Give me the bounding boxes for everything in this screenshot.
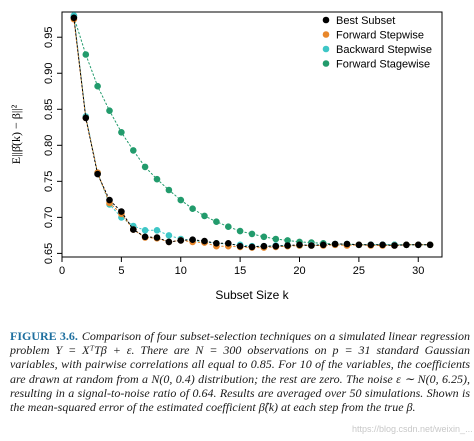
data-point (106, 196, 113, 204)
legend-marker (322, 60, 330, 67)
data-point (141, 227, 149, 234)
data-point (248, 230, 256, 238)
data-point (225, 223, 232, 230)
x-tick-label: 30 (412, 265, 424, 277)
data-point (201, 212, 208, 220)
data-point (106, 107, 113, 114)
data-point (118, 208, 125, 215)
data-point (260, 242, 268, 250)
y-tick-label: 0.90 (43, 63, 55, 84)
y-tick-label: 0.95 (43, 27, 55, 48)
legend-label: Best Subset (336, 15, 395, 27)
data-point (165, 186, 173, 194)
data-point (272, 242, 280, 250)
legend-label: Forward Stagewise (336, 59, 430, 71)
series-best-subset (70, 14, 434, 251)
data-point (118, 129, 125, 136)
data-point (248, 243, 256, 251)
data-point (189, 236, 196, 243)
data-point (82, 51, 90, 58)
data-point (213, 240, 220, 247)
data-point (201, 237, 208, 245)
data-point (153, 175, 161, 183)
data-point (296, 241, 303, 249)
data-point (308, 242, 315, 249)
x-axis-label: Subset Size k (215, 288, 289, 302)
data-point (70, 14, 78, 22)
watermark: https://blog.csdn.net/weixin_... (352, 424, 473, 434)
data-point (367, 241, 375, 249)
data-point (284, 237, 291, 244)
data-point (94, 82, 101, 90)
data-point (415, 241, 422, 249)
y-axis-label: E||β̂(k) − β||² (9, 104, 23, 164)
y-tick-label: 0.65 (43, 243, 55, 264)
data-point (236, 227, 244, 235)
figure-caption: FIGURE 3.6. Comparison of four subset-sel… (10, 329, 470, 414)
data-point (141, 233, 149, 241)
data-point (260, 233, 268, 241)
data-point (391, 242, 398, 249)
axes: 0 5 10 15 20 25 30 0.65 0.70 0.75 0.80 0.85 0.90 0.95… (9, 11, 443, 302)
y-tick-label: 0.80 (43, 135, 55, 156)
data-point (94, 170, 101, 178)
data-point (426, 241, 434, 249)
figure-label: FIGURE 3.6. (10, 329, 78, 343)
data-point (165, 232, 173, 239)
data-point (343, 240, 351, 248)
data-point (130, 226, 137, 233)
data-point (130, 147, 137, 154)
plot-frame (61, 11, 443, 258)
legend-label: Forward Stepwise (336, 30, 424, 42)
data-point (189, 205, 196, 212)
x-tick-label: 25 (353, 265, 365, 277)
data-point (153, 234, 161, 241)
data-point (355, 241, 363, 249)
y-tick-label: 0.85 (43, 99, 55, 120)
x-tick-label: 0 (59, 265, 65, 277)
data-point (165, 238, 173, 246)
legend: Best Subset Forward Stepwise Backward Step… (322, 15, 432, 71)
data-point (403, 241, 410, 249)
legend-marker (322, 45, 330, 53)
data-point (236, 242, 244, 250)
data-point (272, 235, 280, 243)
x-tick-label: 5 (118, 265, 124, 277)
legend-label: Backward Stepwise (336, 44, 432, 56)
data-point (284, 242, 291, 249)
y-tick-label: 0.70 (43, 207, 55, 228)
data-point (320, 241, 327, 249)
x-tick-label: 15 (234, 265, 246, 277)
mse-chart: 0 5 10 15 20 25 30 0.65 0.70 0.75 0.80 0.85 0.90 0.95… (9, 11, 443, 302)
data-point (213, 218, 220, 225)
data-point (225, 240, 232, 247)
y-tick-label: 0.75 (43, 171, 55, 192)
data-point (153, 227, 161, 234)
x-tick-label: 20 (293, 265, 305, 277)
data-point (141, 163, 149, 171)
data-point (177, 196, 185, 204)
series-layer (70, 12, 434, 251)
figure-caption-text: Comparison of four subset-selection tech… (10, 329, 470, 415)
data-point (331, 240, 339, 248)
legend-marker (322, 31, 330, 38)
data-point (177, 237, 185, 244)
data-point (379, 241, 386, 249)
legend-marker (322, 16, 330, 24)
x-tick-label: 10 (175, 265, 187, 277)
data-point (82, 114, 90, 122)
